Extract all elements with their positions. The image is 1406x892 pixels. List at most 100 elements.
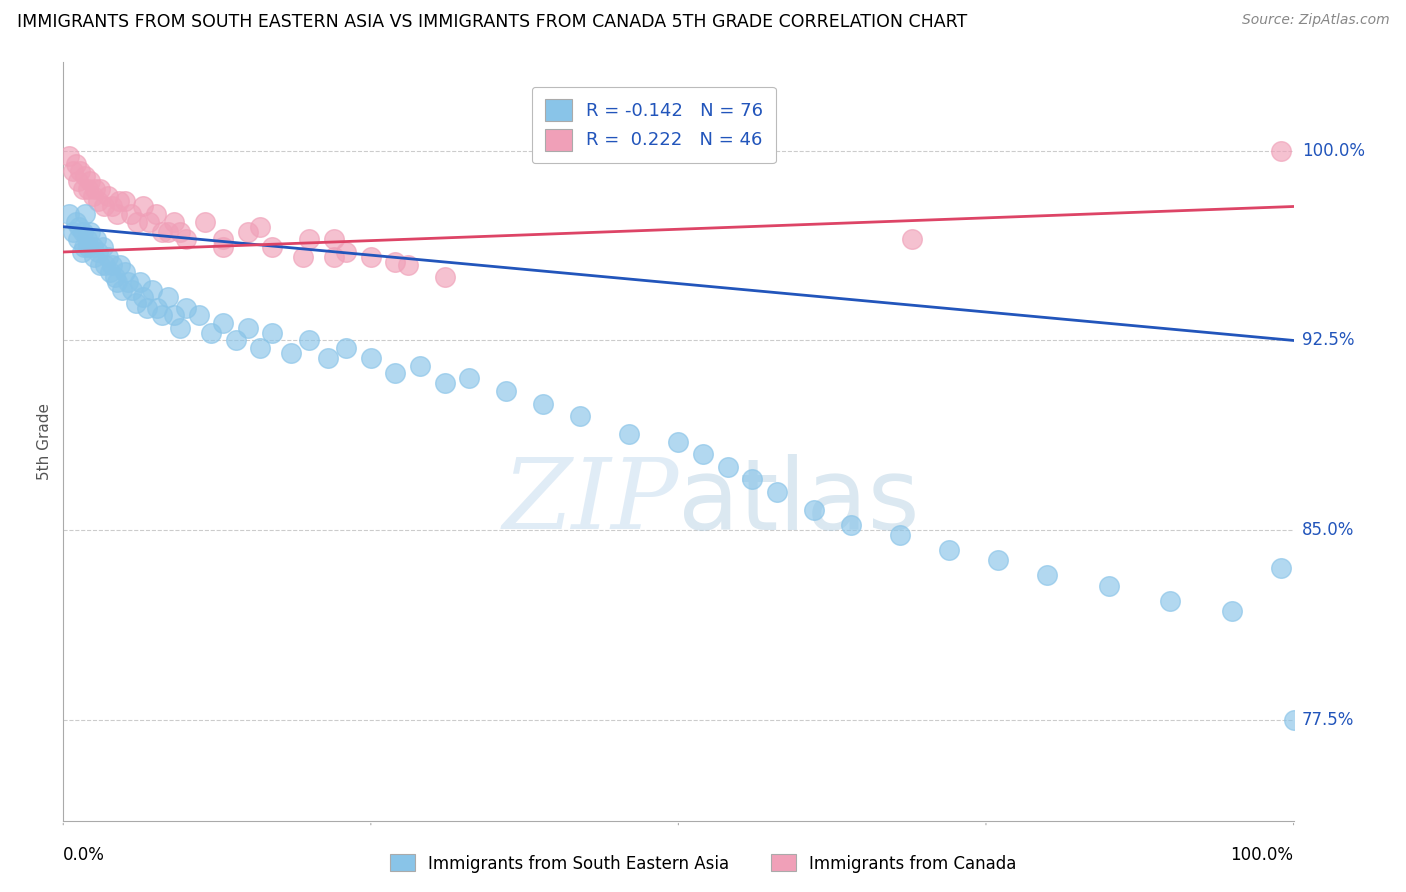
Point bbox=[433, 270, 456, 285]
Point bbox=[76, 240, 98, 254]
Point bbox=[145, 207, 167, 221]
Point bbox=[316, 351, 339, 365]
Text: Source: ZipAtlas.com: Source: ZipAtlas.com bbox=[1241, 13, 1389, 28]
Text: 77.5%: 77.5% bbox=[1302, 711, 1354, 729]
Point bbox=[1160, 594, 1182, 608]
Point bbox=[107, 275, 129, 289]
Point bbox=[236, 225, 259, 239]
Point bbox=[84, 182, 107, 196]
Point bbox=[1270, 561, 1292, 575]
Point bbox=[692, 447, 714, 461]
Legend: R = -0.142   N = 76, R =  0.222   N = 46: R = -0.142 N = 76, R = 0.222 N = 46 bbox=[531, 87, 776, 163]
Point bbox=[360, 351, 382, 365]
Point bbox=[262, 240, 284, 254]
Point bbox=[384, 255, 406, 269]
Point bbox=[91, 240, 114, 254]
Point bbox=[531, 396, 554, 410]
Point bbox=[150, 308, 173, 322]
Point bbox=[79, 174, 101, 188]
Point bbox=[163, 308, 186, 322]
Point bbox=[803, 502, 825, 516]
Point bbox=[409, 359, 432, 373]
Point bbox=[174, 301, 197, 315]
Point bbox=[114, 265, 136, 279]
Point bbox=[89, 182, 111, 196]
Point bbox=[76, 182, 98, 196]
Y-axis label: 5th Grade: 5th Grade bbox=[37, 403, 52, 480]
Point bbox=[87, 244, 110, 259]
Point bbox=[58, 149, 80, 163]
Point bbox=[901, 232, 924, 246]
Point bbox=[127, 214, 148, 228]
Point bbox=[150, 225, 173, 239]
Point bbox=[156, 290, 179, 304]
Point bbox=[335, 341, 357, 355]
Point bbox=[1282, 713, 1305, 727]
Point bbox=[117, 275, 139, 289]
Point bbox=[212, 232, 235, 246]
Point bbox=[72, 182, 94, 196]
Point bbox=[174, 232, 197, 246]
Point bbox=[111, 283, 134, 297]
Point bbox=[717, 459, 740, 474]
Point bbox=[1098, 578, 1121, 592]
Point bbox=[1270, 144, 1292, 158]
Point bbox=[107, 194, 129, 209]
Point bbox=[495, 384, 517, 398]
Text: 85.0%: 85.0% bbox=[1302, 521, 1354, 539]
Point bbox=[86, 232, 108, 246]
Point bbox=[67, 174, 90, 188]
Point bbox=[225, 334, 247, 348]
Point bbox=[101, 199, 124, 213]
Point bbox=[82, 189, 104, 203]
Point bbox=[98, 265, 121, 279]
Point bbox=[76, 232, 98, 246]
Point bbox=[132, 199, 155, 213]
Point bbox=[249, 341, 271, 355]
Point bbox=[120, 207, 142, 221]
Point bbox=[169, 320, 191, 334]
Point bbox=[67, 219, 90, 234]
Point bbox=[568, 409, 591, 424]
Point bbox=[292, 250, 315, 264]
Point bbox=[65, 156, 87, 170]
Point bbox=[104, 270, 127, 285]
Point bbox=[163, 214, 186, 228]
Point bbox=[839, 517, 862, 532]
Point bbox=[360, 250, 382, 264]
Point bbox=[141, 283, 163, 297]
Point bbox=[323, 250, 346, 264]
Point bbox=[146, 301, 169, 315]
Point bbox=[938, 543, 960, 558]
Point bbox=[458, 371, 481, 385]
Point bbox=[75, 169, 97, 183]
Point bbox=[96, 189, 118, 203]
Text: 100.0%: 100.0% bbox=[1230, 846, 1294, 863]
Point bbox=[765, 485, 787, 500]
Point bbox=[62, 225, 84, 239]
Point bbox=[194, 214, 217, 228]
Point bbox=[323, 232, 346, 246]
Point bbox=[200, 326, 222, 340]
Text: IMMIGRANTS FROM SOUTH EASTERN ASIA VS IMMIGRANTS FROM CANADA 5TH GRADE CORRELATI: IMMIGRANTS FROM SOUTH EASTERN ASIA VS IM… bbox=[17, 13, 967, 31]
Legend: Immigrants from South Eastern Asia, Immigrants from Canada: Immigrants from South Eastern Asia, Immi… bbox=[382, 847, 1024, 880]
Point bbox=[212, 316, 235, 330]
Point bbox=[101, 258, 124, 272]
Text: 92.5%: 92.5% bbox=[1302, 332, 1354, 350]
Point bbox=[987, 553, 1010, 567]
Point bbox=[236, 320, 259, 334]
Point bbox=[108, 258, 131, 272]
Point bbox=[69, 164, 91, 178]
Point bbox=[249, 219, 271, 234]
Point bbox=[87, 194, 110, 209]
Point bbox=[298, 334, 321, 348]
Point bbox=[384, 366, 406, 380]
Point bbox=[298, 232, 321, 246]
Point bbox=[79, 225, 101, 239]
Point bbox=[666, 434, 689, 449]
Point bbox=[65, 214, 87, 228]
Point bbox=[82, 240, 104, 254]
Point bbox=[107, 207, 129, 221]
Text: 100.0%: 100.0% bbox=[1302, 142, 1365, 160]
Point bbox=[280, 346, 302, 360]
